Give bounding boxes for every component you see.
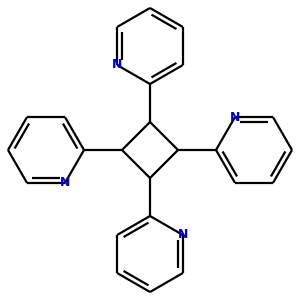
- Text: N: N: [230, 111, 240, 124]
- Text: N: N: [112, 58, 122, 71]
- Text: N: N: [178, 229, 188, 242]
- Text: N: N: [60, 176, 70, 189]
